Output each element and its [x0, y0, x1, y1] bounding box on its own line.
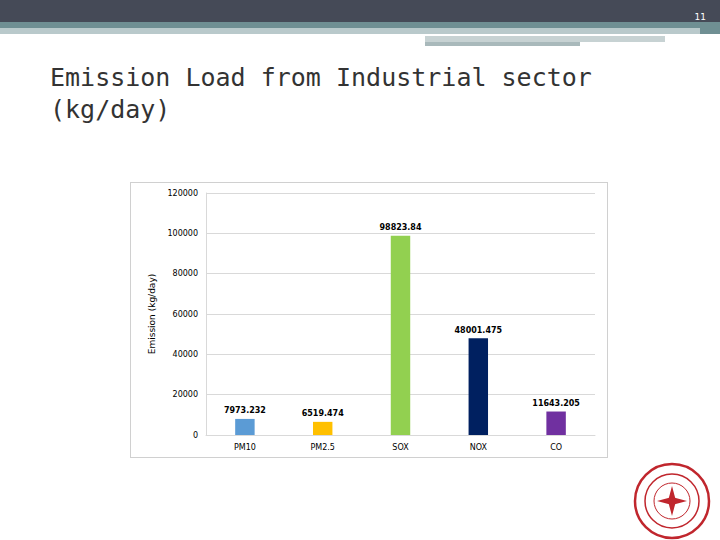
svg-text:48001.475: 48001.475	[455, 326, 503, 335]
svg-text:100000: 100000	[167, 229, 198, 238]
html-text:Emission Load from Industrial: Emission Load from Industrial sector (kg…	[50, 63, 592, 124]
html-text:11: 11	[694, 12, 706, 22]
svg-text:SOX: SOX	[392, 443, 409, 452]
svg-text:98823.84: 98823.84	[379, 223, 421, 232]
svg-text:PM2.5: PM2.5	[310, 443, 334, 452]
svg-text:Emission (kg/day): Emission (kg/day)	[147, 274, 157, 354]
svg-text:11643.205: 11643.205	[532, 399, 580, 408]
svg-text:80000: 80000	[173, 269, 198, 278]
svg-text:20000: 20000	[173, 390, 198, 399]
svg-text:60000: 60000	[173, 310, 198, 319]
svg-text:120000: 120000	[167, 189, 198, 198]
svg-text:CO: CO	[550, 443, 562, 452]
svg-text:0: 0	[193, 431, 198, 440]
svg-text:7973.232: 7973.232	[224, 406, 266, 415]
svg-text:NOX: NOX	[470, 443, 488, 452]
svg-text:PM10: PM10	[234, 443, 256, 452]
svg-text:6519.474: 6519.474	[302, 409, 344, 418]
svg-text:40000: 40000	[173, 350, 198, 359]
